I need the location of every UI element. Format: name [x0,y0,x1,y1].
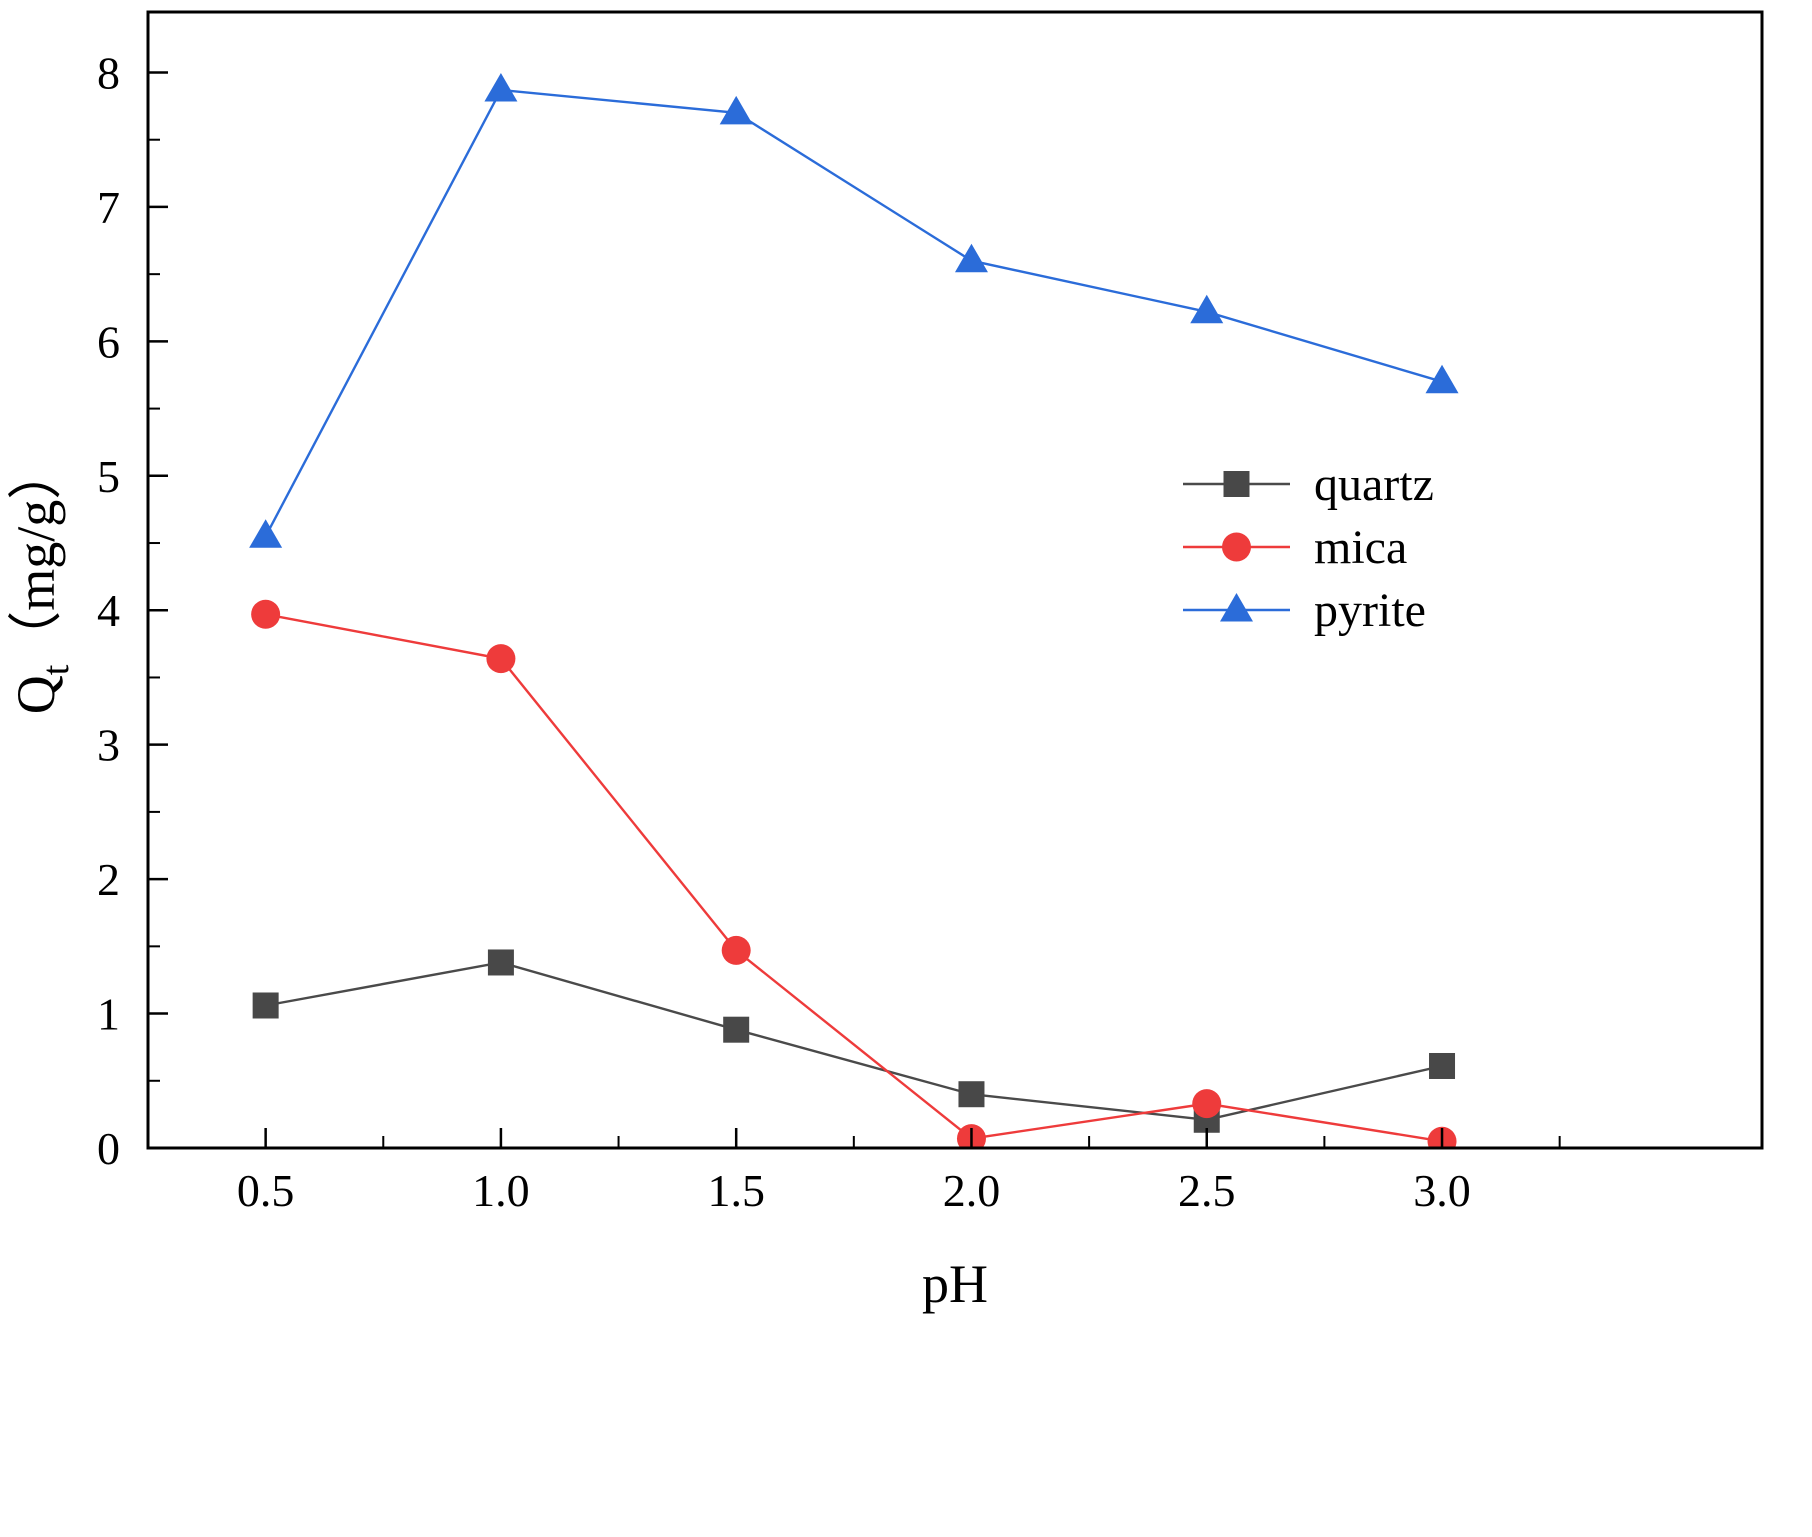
y-tick-label: 1 [97,989,120,1040]
marker-pyrite [719,95,753,125]
y-tick-label: 3 [97,720,120,771]
x-tick-label: 0.5 [237,1165,295,1216]
x-tick-label: 3.0 [1413,1165,1471,1216]
legend-label-mica: mica [1314,521,1407,574]
marker-mica [486,644,516,674]
y-tick-label: 2 [97,854,120,905]
marker-quartz [252,992,279,1019]
y-tick-label: 8 [97,47,120,98]
marker-pyrite [1190,294,1224,324]
marker-quartz [487,949,514,976]
marker-mica [1192,1089,1222,1119]
legend-marker-pyrite [1220,593,1253,622]
y-tick-label: 5 [97,451,120,502]
legend-marker-mica [1222,532,1251,562]
series-line-mica [265,613,1443,1143]
marker-mica [251,599,281,629]
series-line-quartz [265,961,1443,1121]
y-tick-label: 6 [97,316,120,367]
series-line-pyrite [264,88,1443,537]
marker-pyrite [1425,364,1459,394]
legend-label-pyrite: pyrite [1314,584,1426,637]
marker-quartz [1429,1052,1456,1079]
x-axis-title: pH [922,1254,988,1314]
legend-marker-quartz [1223,471,1250,497]
x-tick-label: 1.0 [472,1165,530,1216]
y-tick-label: 0 [97,1123,120,1174]
plot-frame [146,10,1764,1150]
axes-layer: 0 1 2 3 4 5 6 7 8 0.5 1.0 1.5 2.0 2.5 3.0 pH Qt（mg/g） [6,47,1561,1314]
series-layer [249,72,1459,1148]
marker-pyrite [484,72,518,102]
x-tick-label: 2.0 [943,1165,1001,1216]
marker-pyrite [954,243,988,273]
marker-pyrite [249,519,283,548]
marker-mica [721,935,751,965]
y-axis-title: Qt（mg/g） [6,446,77,715]
y-tick-label: 7 [97,182,120,233]
x-tick-label: 1.5 [707,1165,765,1216]
y-tick-label: 4 [97,585,120,636]
legend: quartz mica pyrite [1183,458,1434,637]
x-tick-label: 2.5 [1178,1165,1236,1216]
marker-quartz [723,1016,750,1043]
marker-quartz [958,1081,985,1108]
legend-label-quartz: quartz [1314,458,1434,511]
